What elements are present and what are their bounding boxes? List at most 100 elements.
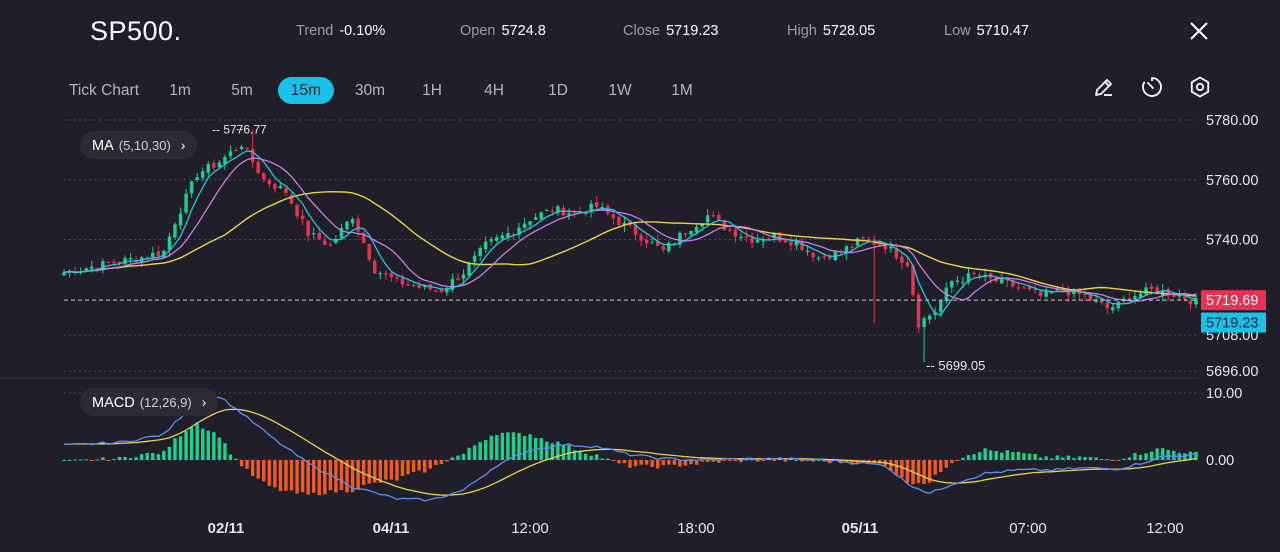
macd-histogram-bar xyxy=(639,460,643,465)
candle-body xyxy=(506,233,510,238)
pencil-icon[interactable] xyxy=(1092,75,1116,99)
timer-icon[interactable] xyxy=(1140,75,1164,99)
candle-body xyxy=(317,232,321,240)
candle-body xyxy=(151,252,155,257)
time-axis-label: 12:00 xyxy=(1146,520,1184,537)
macd-histogram-bar xyxy=(123,456,127,460)
macd-histogram-bar xyxy=(994,451,998,460)
candle-body xyxy=(850,246,854,249)
close-icon[interactable] xyxy=(1186,18,1212,44)
timeframe-1m[interactable]: 1m xyxy=(169,82,191,99)
candle-body xyxy=(672,243,677,245)
candle-body xyxy=(1044,290,1048,297)
candle-body xyxy=(1099,300,1104,303)
timeframe-4h[interactable]: 4H xyxy=(484,82,504,99)
timeframe-1h[interactable]: 1H xyxy=(422,82,442,99)
timeframe-1mo[interactable]: 1M xyxy=(671,82,693,99)
candle-body xyxy=(90,266,94,269)
candle-body xyxy=(877,243,882,246)
time-axis-label: 05/11 xyxy=(842,520,879,537)
settings-icon[interactable] xyxy=(1188,75,1212,99)
macd-histogram-bar xyxy=(439,460,444,465)
candle-body xyxy=(639,234,643,241)
macd-histogram-bar xyxy=(106,460,111,461)
macd-histogram-bar xyxy=(511,432,516,460)
chart-area[interactable]: 5780.00 5760.00 5740.00 5708.00 5696.00 10.00… xyxy=(0,110,1280,552)
macd-histogram-bar xyxy=(273,460,277,488)
candle-body xyxy=(228,151,233,156)
stat-value: -0.10% xyxy=(339,23,386,39)
macd-histogram-bar xyxy=(1188,451,1193,460)
candle-body xyxy=(844,246,849,254)
macd-histogram-bar xyxy=(217,437,222,460)
macd-histogram-bar xyxy=(378,460,383,483)
candle-body xyxy=(378,273,383,275)
candle-body xyxy=(1166,289,1170,296)
stat-value: 5710.47 xyxy=(976,23,1030,39)
candle-body xyxy=(278,186,283,189)
low-marker-label: -- 5699.05 xyxy=(926,358,985,373)
candle-body xyxy=(889,246,893,249)
macd-histogram-bar xyxy=(533,437,538,460)
macd-histogram-bar xyxy=(1061,457,1065,460)
macd-histogram-bar xyxy=(1000,452,1004,460)
macd-histogram-bar xyxy=(1072,458,1076,460)
candle-body xyxy=(1050,292,1054,294)
timeframe-tick-chart[interactable]: Tick Chart xyxy=(68,82,140,99)
timeframe-5m[interactable]: 5m xyxy=(231,82,253,99)
ma-indicator-pill[interactable]: MA (5,10,30) › xyxy=(80,131,198,159)
candle-body xyxy=(522,223,527,229)
candle-body xyxy=(606,205,610,214)
macd-histogram-bar xyxy=(145,452,149,460)
macd-histogram-bar xyxy=(667,460,671,465)
candle-body xyxy=(772,233,776,239)
macd-histogram-bar xyxy=(67,459,72,461)
macd-histogram-bar xyxy=(617,460,621,464)
candle-body xyxy=(1194,298,1198,305)
candle-body xyxy=(816,257,821,259)
macd-histogram-bar xyxy=(201,428,205,460)
stat-open: Open 5724.8 xyxy=(460,23,546,39)
macd-histogram-bar xyxy=(62,460,66,461)
macd-histogram-bar xyxy=(672,460,677,465)
macd-histogram-bar xyxy=(739,460,743,463)
candle-body xyxy=(456,278,460,281)
timeframe-30m[interactable]: 30m xyxy=(354,82,386,99)
macd-histogram-bar xyxy=(517,433,521,460)
macd-histogram-bar xyxy=(1066,455,1071,460)
timeframe-1d[interactable]: 1D xyxy=(548,82,568,99)
candle-body xyxy=(739,236,743,239)
macd-histogram-bar xyxy=(84,459,88,461)
candle-body xyxy=(717,214,721,220)
price-chart[interactable]: 5780.005760.005740.005708.005696.0010.00… xyxy=(0,110,1280,552)
macd-histogram-bar xyxy=(1038,457,1043,460)
candle-body xyxy=(1027,286,1032,290)
candle-body xyxy=(916,294,921,328)
macd-histogram-bar xyxy=(556,441,560,460)
candle-body xyxy=(189,181,194,194)
candle-body xyxy=(145,257,149,259)
macd-histogram-bar xyxy=(295,460,299,494)
macd-histogram-bar xyxy=(450,457,455,460)
macd-histogram-bar xyxy=(678,460,682,467)
macd-histogram-bar xyxy=(622,460,627,464)
stat-trend: Trend -0.10% xyxy=(296,23,385,39)
macd-histogram-bar xyxy=(1105,459,1109,461)
candle-body xyxy=(178,213,183,226)
macd-histogram-bar xyxy=(889,460,893,471)
candle-body xyxy=(345,221,349,230)
timeframe-1w[interactable]: 1W xyxy=(608,82,632,99)
macd-tick-label: 0.00 xyxy=(1206,453,1234,469)
macd-histogram-bar xyxy=(323,460,327,495)
macd-histogram-bar xyxy=(916,460,921,484)
chevron-right-icon: › xyxy=(201,394,207,410)
candle-body xyxy=(728,229,732,231)
macd-histogram-bar xyxy=(434,460,438,466)
macd-histogram-bar xyxy=(228,454,233,460)
candle-body xyxy=(883,245,887,250)
macd-histogram-bar xyxy=(717,460,721,463)
timeframe-15m[interactable]: 15m xyxy=(278,77,334,104)
macd-histogram-bar xyxy=(361,460,366,485)
macd-indicator-pill[interactable]: MACD (12,26,9) › xyxy=(80,388,219,416)
macd-histogram-bar xyxy=(705,460,710,462)
